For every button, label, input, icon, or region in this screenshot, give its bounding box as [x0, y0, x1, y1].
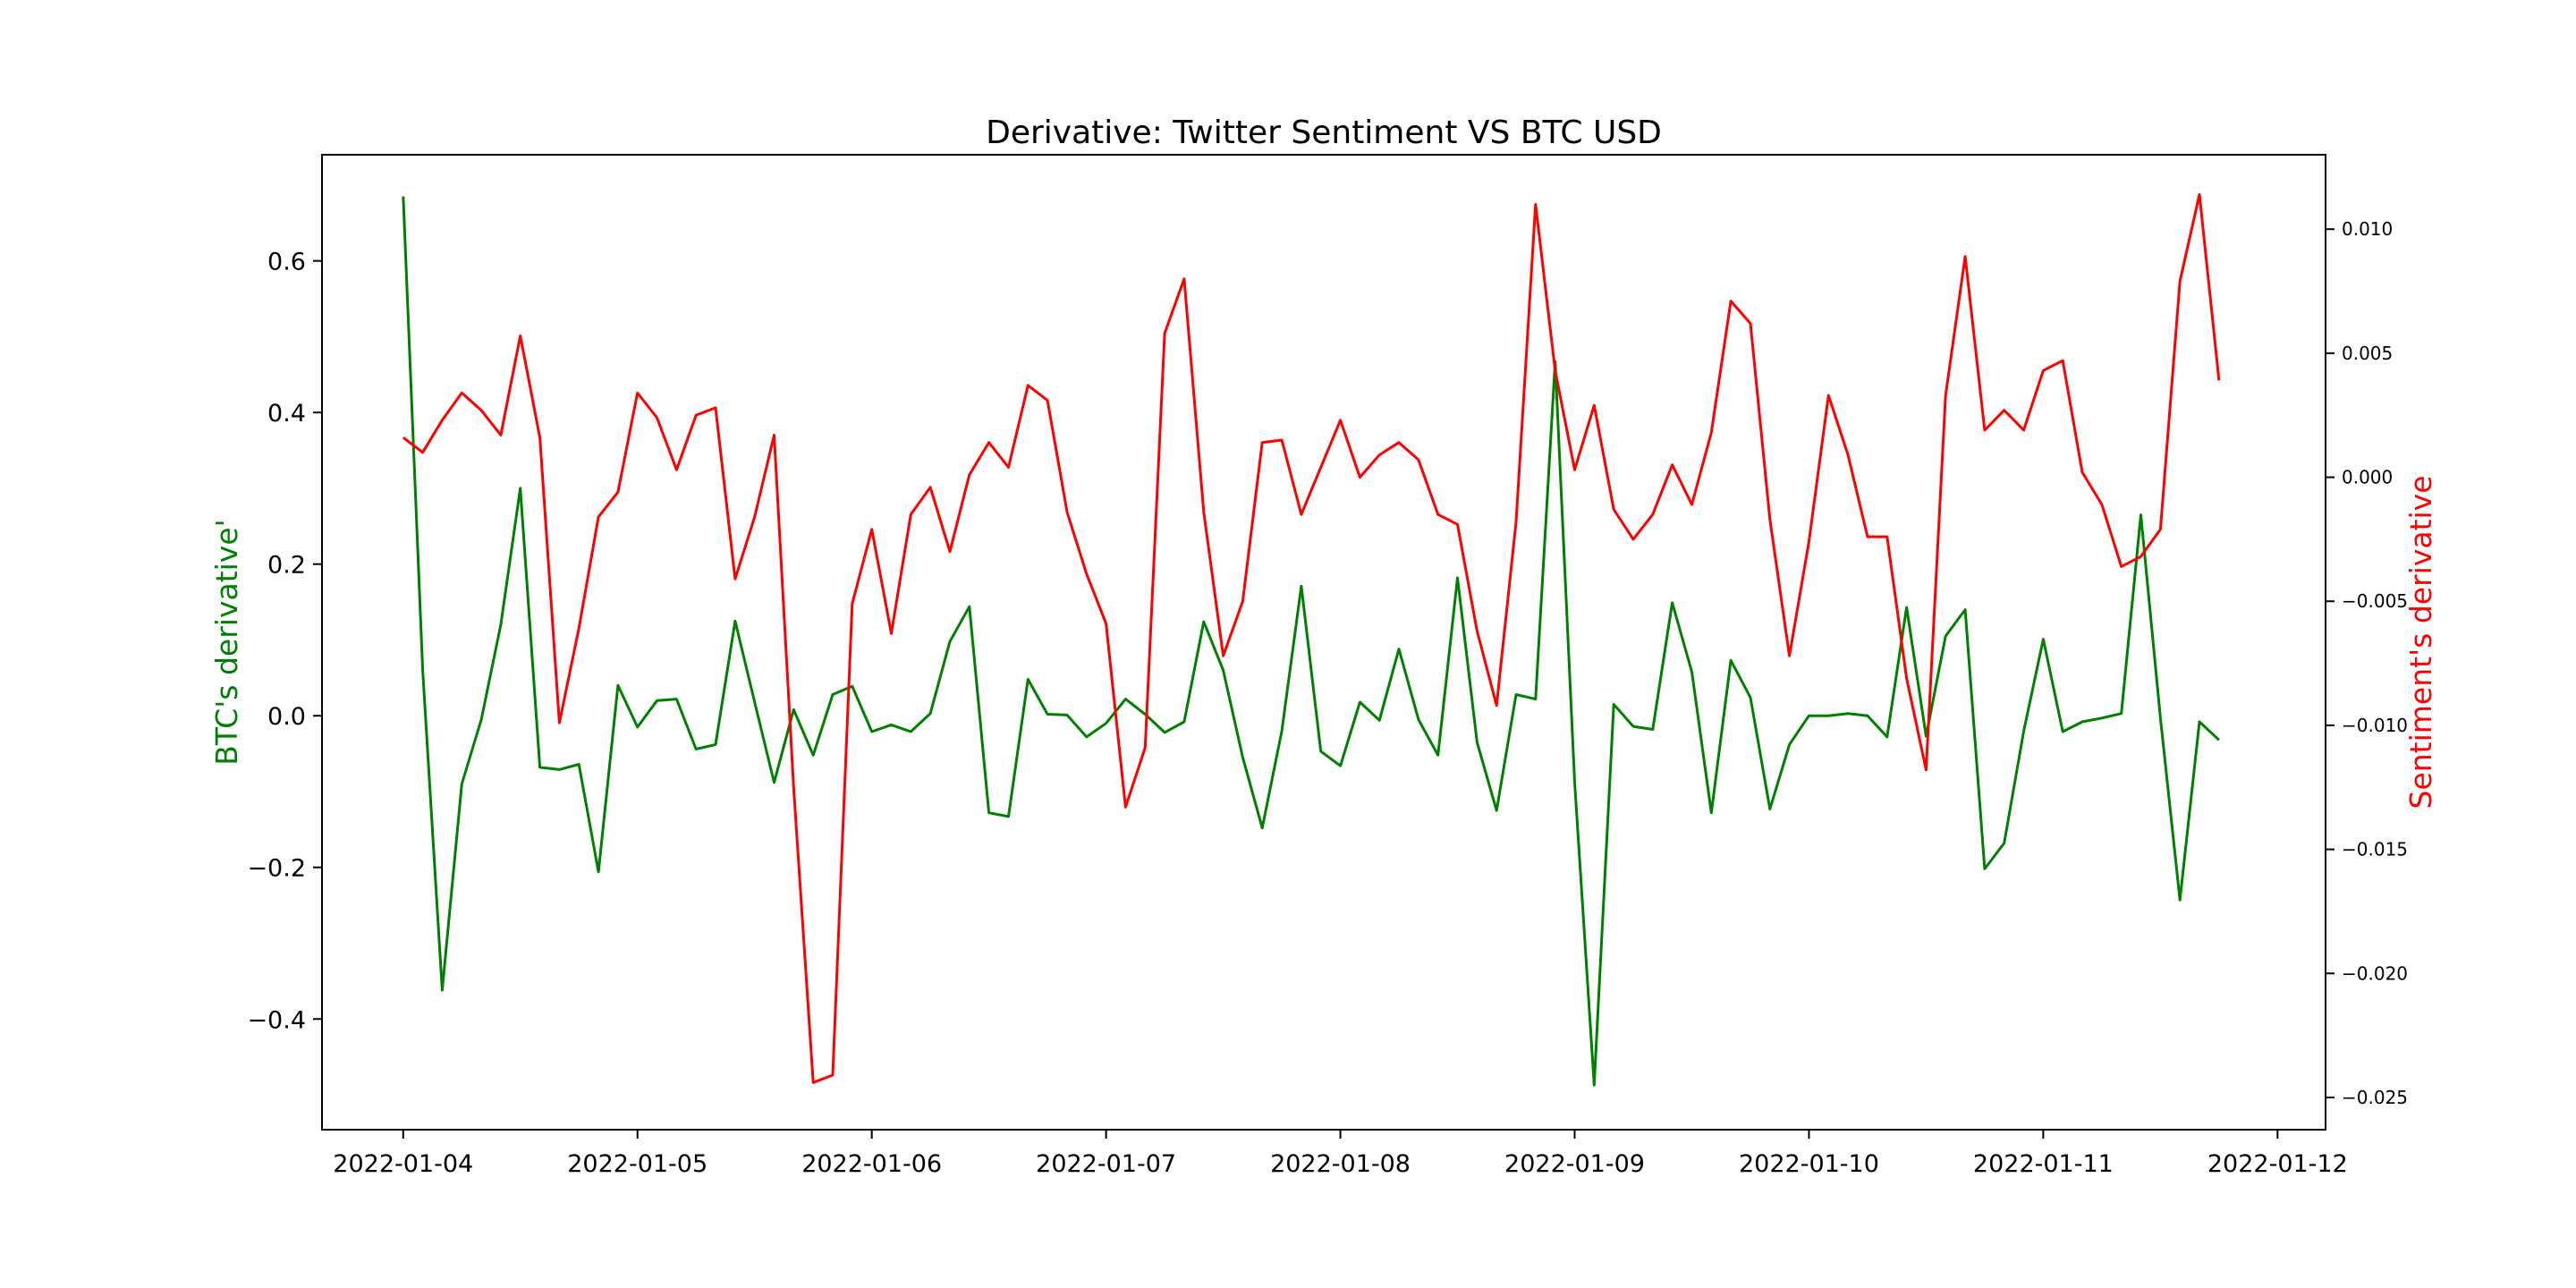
right-tick-label: −0.020	[2342, 962, 2408, 984]
x-tick-label: 2022-01-05	[567, 1150, 708, 1178]
right-tick-label: −0.010	[2342, 715, 2408, 736]
left-axis: −0.4 −0.2 0.0 0.2 0.4 0.6	[247, 249, 322, 1034]
left-tick-label: −0.2	[247, 855, 306, 883]
right-tick-label: 0.010	[2342, 218, 2393, 240]
left-axis-label: BTC's derivative'	[209, 519, 244, 765]
btc-derivative-line	[402, 196, 2220, 1087]
x-tick-label: 2022-01-09	[1504, 1150, 1645, 1178]
x-tick-label: 2022-01-10	[1739, 1150, 1879, 1178]
series-layer	[402, 192, 2221, 1087]
x-tick-label: 2022-01-08	[1270, 1150, 1411, 1178]
right-tick-label: 0.005	[2342, 343, 2393, 364]
x-tick-label: 2022-01-12	[2207, 1150, 2348, 1178]
x-tick-label: 2022-01-06	[801, 1150, 942, 1178]
right-axis: −0.025 −0.020 −0.015 −0.010 −0.005 0.000 0.005…	[2326, 218, 2408, 1108]
right-tick-label: −0.005	[2342, 590, 2408, 612]
x-tick-label: 2022-01-07	[1036, 1150, 1176, 1178]
right-tick-label: −0.025	[2342, 1087, 2408, 1108]
left-tick-label: 0.0	[267, 703, 306, 731]
x-tick-label: 2022-01-11	[1973, 1150, 2114, 1178]
plot-area	[322, 155, 2326, 1130]
x-axis: 2022-01-04 2022-01-05 2022-01-06 2022-01-07…	[333, 1130, 2348, 1178]
x-tick-label: 2022-01-04	[333, 1150, 473, 1178]
right-tick-label: 0.000	[2342, 467, 2393, 488]
sentiment-derivative-line	[402, 192, 2221, 1084]
right-axis-label: Sentiment's derivative	[2403, 475, 2438, 809]
left-tick-label: −0.4	[247, 1006, 306, 1034]
left-tick-label: 0.2	[267, 552, 306, 580]
left-tick-label: 0.6	[267, 249, 306, 276]
chart-title: Derivative: Twitter Sentiment VS BTC USD	[986, 114, 1662, 151]
right-tick-label: −0.015	[2342, 839, 2408, 860]
left-tick-label: 0.4	[267, 400, 306, 428]
plot-frame	[321, 154, 2326, 1131]
